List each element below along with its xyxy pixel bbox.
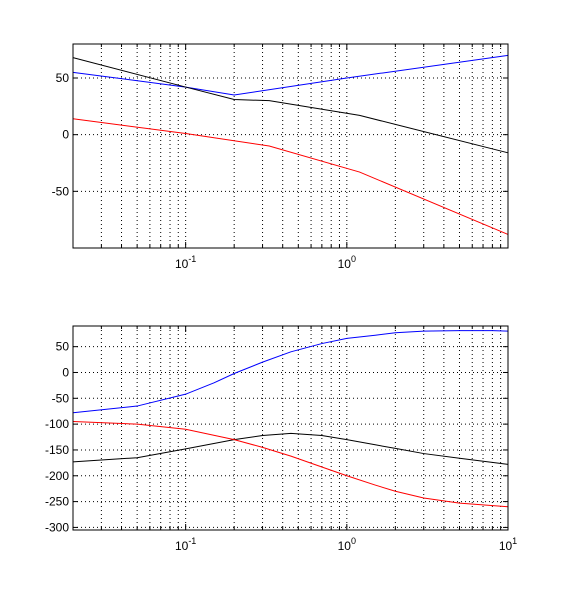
y-tick-label: -150 [45, 443, 69, 457]
y-tick-label: 50 [56, 71, 70, 85]
series-line-1 [72, 330, 509, 414]
y-tick-label: 0 [62, 365, 69, 379]
y-tick-label: -100 [45, 417, 69, 431]
y-tick-label: 50 [56, 340, 70, 354]
y-tick-label: -50 [52, 184, 70, 198]
x-tick-label: 101 [499, 536, 517, 553]
x-tick-label: 10-1 [175, 254, 196, 271]
x-tick-label: 100 [338, 254, 356, 271]
axes-frame [72, 325, 509, 531]
y-tick-label: -200 [45, 469, 69, 483]
axes-2: 50 0 -50 -100 -150 -200 -250 -300 10-1 100 101 [45, 325, 517, 553]
y-tick-label: -250 [45, 495, 69, 509]
axes-frame [72, 43, 509, 249]
y-tick-label: -300 [45, 520, 69, 534]
series-line-3 [72, 421, 509, 508]
x-tick-label: 10-1 [175, 536, 196, 553]
series-line-1 [72, 54, 509, 96]
axes-1: 50 0 -50 10-1 100 [52, 43, 509, 271]
y-tick-label: 0 [62, 128, 69, 142]
y-tick-label: -50 [52, 391, 70, 405]
series-line-2 [72, 432, 509, 465]
series-line-2 [72, 57, 509, 154]
x-tick-label: 100 [338, 536, 356, 553]
series-line-3 [72, 118, 509, 235]
